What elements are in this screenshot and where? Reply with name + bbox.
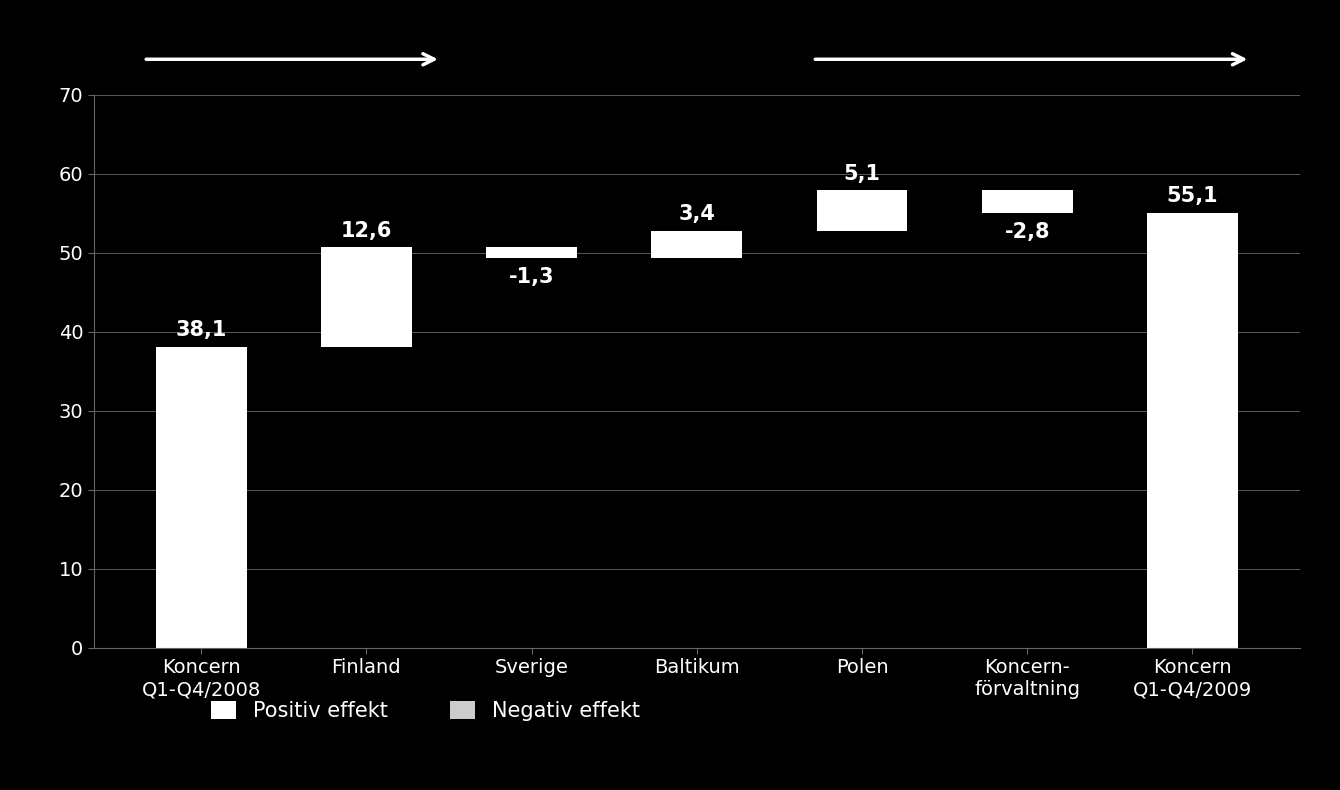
Bar: [322, 247, 411, 347]
Text: 38,1: 38,1: [176, 321, 226, 340]
Text: -2,8: -2,8: [1005, 222, 1051, 242]
Bar: [486, 247, 578, 258]
Bar: [651, 231, 742, 258]
Text: 3,4: 3,4: [678, 205, 716, 224]
Bar: [1147, 213, 1238, 648]
Bar: [816, 190, 907, 231]
Text: -1,3: -1,3: [509, 267, 555, 287]
Bar: [155, 347, 247, 648]
Text: 12,6: 12,6: [340, 221, 393, 241]
Text: 55,1: 55,1: [1167, 186, 1218, 206]
Legend: Positiv effekt, Negativ effekt: Positiv effekt, Negativ effekt: [201, 690, 650, 732]
Bar: [982, 190, 1072, 213]
Text: 5,1: 5,1: [843, 164, 880, 184]
